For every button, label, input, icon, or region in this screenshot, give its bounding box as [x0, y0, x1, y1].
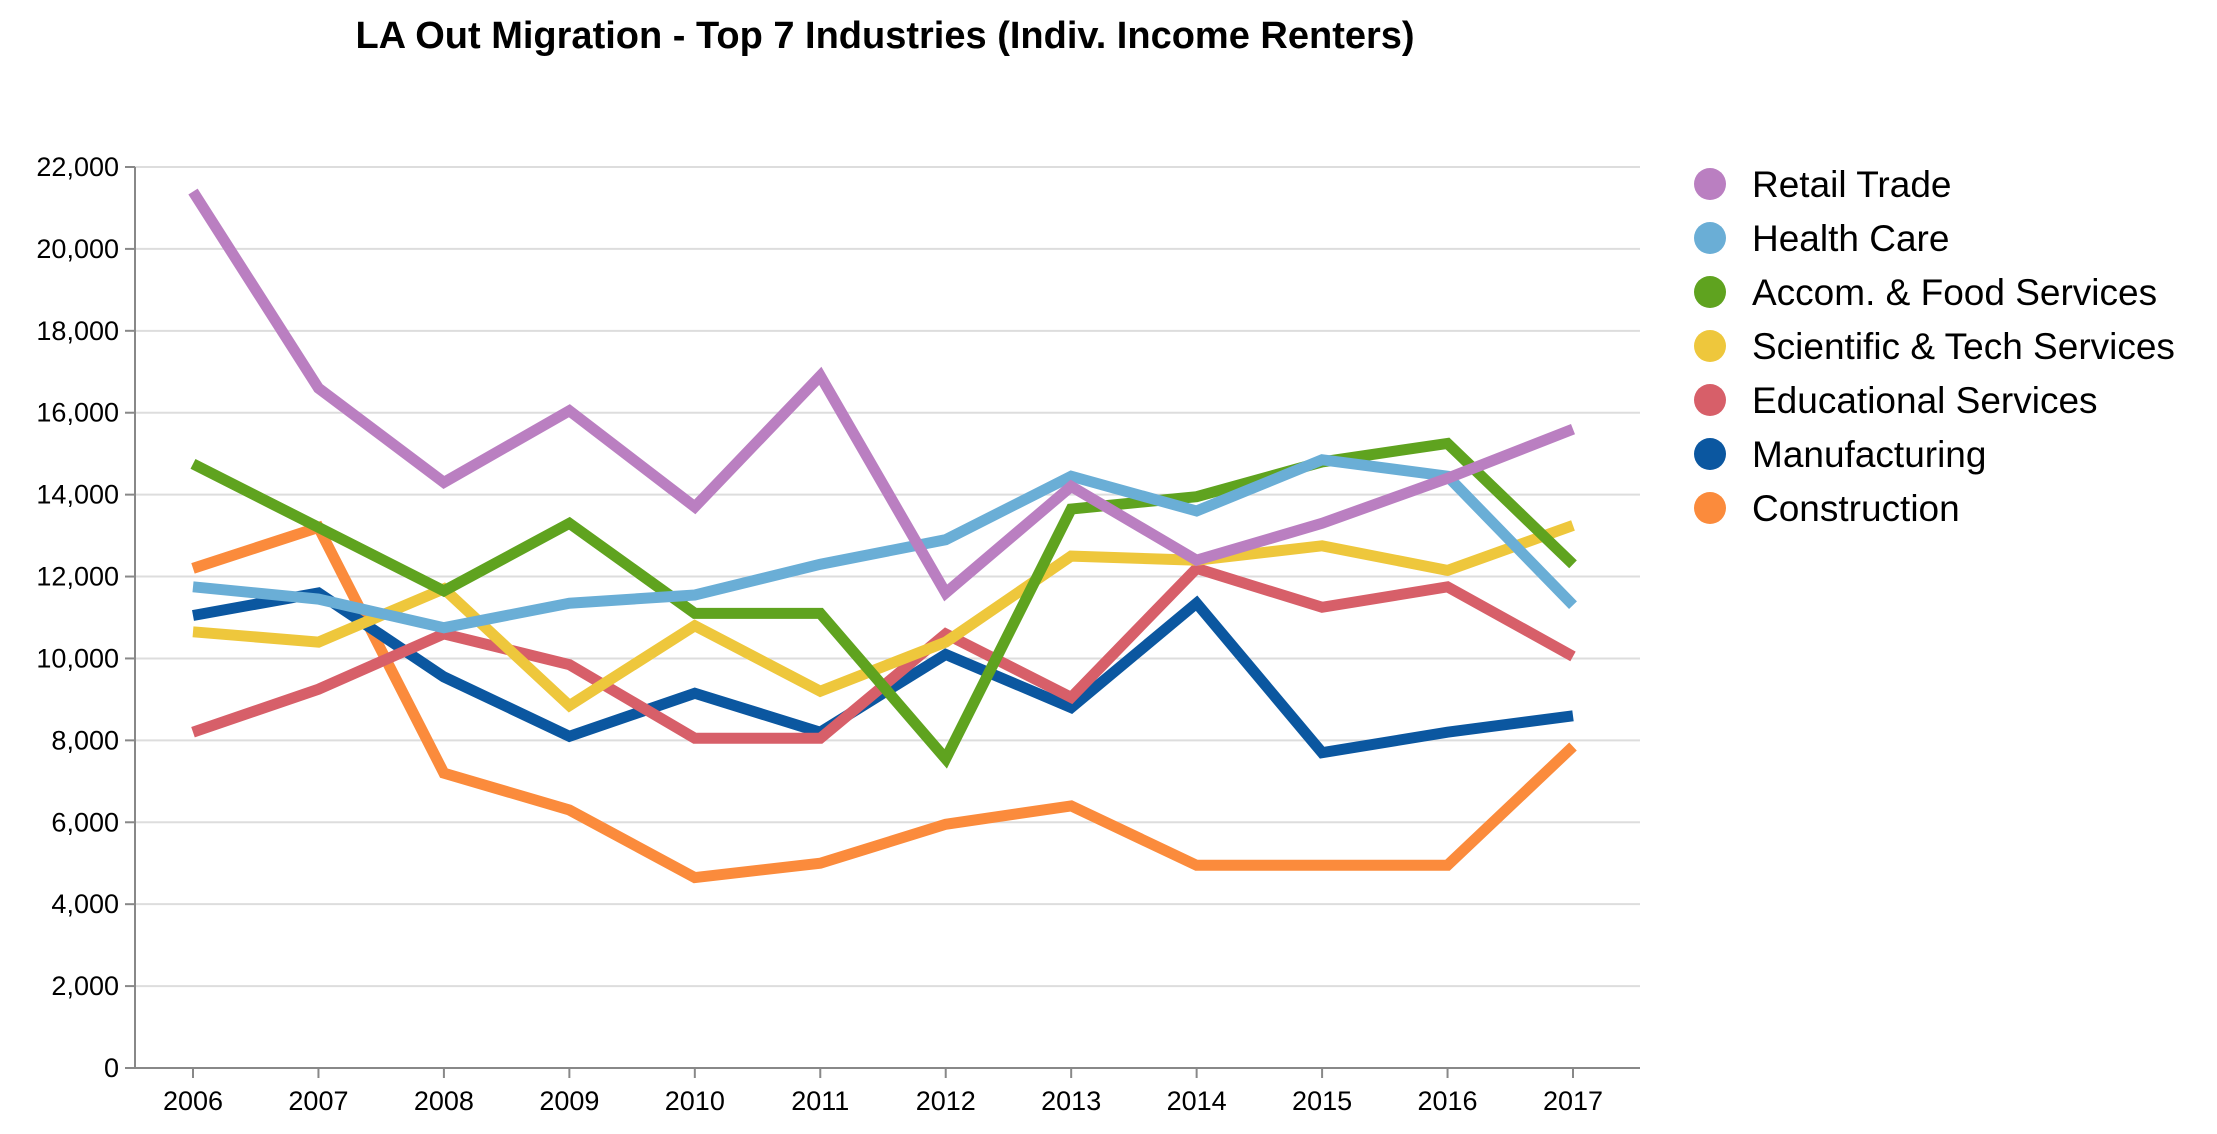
series-lines [188, 188, 1577, 884]
legend-swatch [1694, 384, 1726, 416]
axes: 0 2,000 4,000 6,000 8,000 10,000 12,000 14,000 1… [36, 152, 1640, 1116]
x-tick-label: 2011 [791, 1086, 849, 1116]
legend: Retail Trade Health Care Accom. & Food Ser… [1694, 164, 2175, 529]
x-tick-label: 2006 [163, 1086, 223, 1116]
legend-swatch [1694, 438, 1726, 470]
legend-label: Accom. & Food Services [1752, 272, 2157, 313]
y-tick-label: 18,000 [36, 316, 119, 346]
y-tick-label: 10,000 [36, 643, 119, 673]
y-tick-label: 4,000 [51, 889, 119, 919]
series-line-construction [191, 520, 1577, 884]
legend-label: Scientific & Tech Services [1752, 326, 2175, 367]
legend-label: Manufacturing [1752, 434, 1986, 475]
legend-swatch [1694, 492, 1726, 524]
x-tick-label: 2016 [1418, 1086, 1478, 1116]
y-tick-label: 22,000 [36, 152, 119, 182]
legend-swatch [1694, 276, 1726, 308]
chart-title: LA Out Migration - Top 7 Industries (Ind… [355, 15, 1414, 57]
x-tick-label: 2010 [665, 1086, 725, 1116]
y-tick-label: 16,000 [36, 398, 119, 428]
y-tick-label: 8,000 [51, 725, 119, 755]
gridlines [135, 166, 1640, 988]
legend-swatch [1694, 222, 1726, 254]
x-tick-label: 2015 [1292, 1086, 1352, 1116]
series-line-retail-trade [188, 188, 1576, 602]
x-tick-label: 2007 [288, 1086, 348, 1116]
y-tick-label: 20,000 [36, 234, 119, 264]
y-tick-label: 2,000 [51, 971, 119, 1001]
x-tick-label: 2012 [916, 1086, 976, 1116]
y-tick-label: 6,000 [51, 807, 119, 837]
y-tick-label: 12,000 [36, 562, 119, 592]
legend-label: Retail Trade [1752, 164, 1952, 205]
legend-swatch [1694, 330, 1726, 362]
legend-label: Health Care [1752, 218, 1949, 259]
x-tick-label: 2008 [414, 1086, 474, 1116]
series-line-health-care [192, 454, 1577, 634]
legend-swatch [1694, 168, 1726, 200]
y-tick-label: 14,000 [36, 480, 119, 510]
series-line-educational-services [191, 562, 1576, 744]
y-tick-label: 0 [104, 1053, 119, 1083]
x-tick-label: 2013 [1041, 1086, 1101, 1116]
x-tick-label: 2017 [1543, 1086, 1603, 1116]
legend-label: Educational Services [1752, 380, 2098, 421]
legend-label: Construction [1752, 488, 1960, 529]
x-tick-label: 2014 [1167, 1086, 1227, 1116]
x-tick-label: 2009 [539, 1086, 599, 1116]
series-line-scientific-tech-services [192, 520, 1575, 713]
